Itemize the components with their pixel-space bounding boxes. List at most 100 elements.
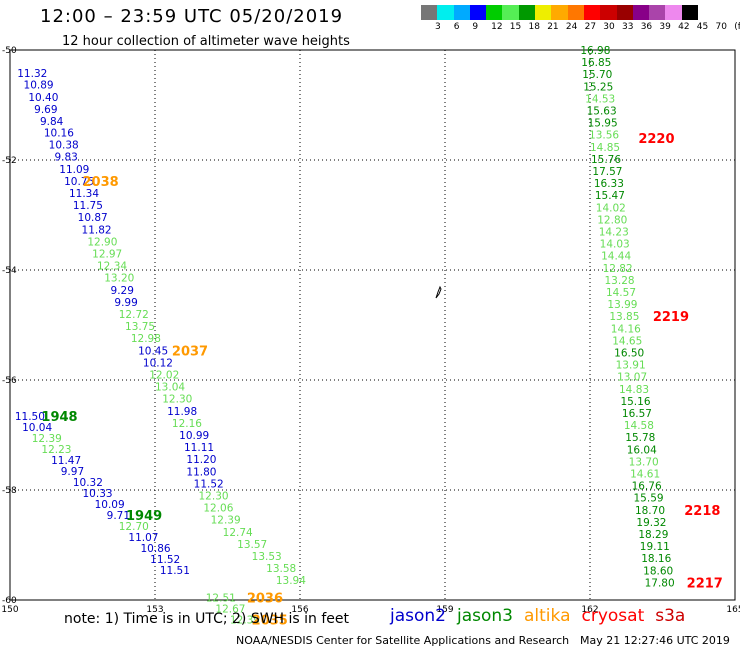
pass-time-marker: 2217	[687, 576, 723, 591]
color-swatch	[583, 5, 601, 20]
color-scale-label: 27	[584, 22, 597, 32]
wave-height-value: 10.45	[138, 345, 168, 357]
color-scale-label: 6	[453, 22, 460, 32]
color-swatch	[486, 5, 503, 20]
wave-height-value: 11.52	[150, 554, 180, 566]
wave-height-value: 10.12	[143, 357, 173, 369]
wave-height-value: 12.39	[230, 614, 260, 626]
color-swatch	[518, 5, 536, 20]
footer-note: note: 1) Time is in UTC; 2) SWH is in fe…	[64, 611, 350, 627]
color-scale-label: 36	[640, 22, 653, 32]
color-scale-label: 21	[547, 22, 559, 32]
wave-height-value: 10.16	[44, 128, 74, 140]
pass-time-marker: 2218	[684, 504, 720, 519]
wave-height-value: 9.29	[111, 285, 134, 297]
wave-height-value: 12.82	[603, 263, 633, 275]
wave-height-value: 14.02	[596, 202, 626, 214]
pass-time-marker: 2038	[83, 175, 119, 190]
wave-height-value: 19.11	[640, 541, 670, 553]
color-swatch	[551, 5, 568, 20]
wave-height-value: 9.71	[107, 510, 130, 522]
wave-height-value: 14.85	[590, 142, 620, 154]
latitude-tick-label: -58	[2, 486, 17, 496]
wave-height-labels: 11.3210.8910.409.699.8410.1610.389.8311.…	[15, 45, 675, 626]
color-scale-label: (ft)	[734, 22, 740, 32]
wave-height-value: 12.90	[87, 236, 117, 248]
wave-height-value: 16.57	[622, 408, 652, 420]
latitude-tick-label: -52	[2, 156, 17, 166]
legend-item-jason3: jason3	[457, 606, 513, 626]
wave-height-value: 10.04	[22, 422, 52, 434]
wave-height-value: 12.72	[119, 309, 149, 321]
color-swatch	[649, 5, 666, 20]
wave-height-value: 12.97	[92, 249, 122, 261]
pass-time-marker: 2037	[172, 344, 208, 359]
wave-height-value: 10.99	[179, 430, 209, 442]
color-scale-label: 70	[715, 22, 727, 32]
color-swatch	[681, 5, 699, 20]
wave-height-value: 10.89	[24, 80, 54, 92]
wave-height-value: 10.32	[73, 477, 103, 489]
wave-height-value: 15.16	[620, 396, 650, 408]
wave-height-value: 14.16	[611, 323, 641, 335]
pass-time-marker: 2035	[252, 613, 288, 628]
pass-time-marker: 1949	[126, 509, 162, 524]
pass-time-marker: 2036	[247, 591, 283, 606]
wave-height-value: 11.52	[194, 478, 224, 490]
wave-height-value: 11.47	[51, 455, 81, 467]
wave-height-value: 13.56	[589, 130, 619, 142]
wave-height-value: 13.75	[125, 321, 155, 333]
wave-height-value: 15.59	[634, 493, 664, 505]
wave-height-value: 16.85	[581, 57, 611, 69]
wave-height-value: 12.74	[223, 527, 253, 539]
wave-height-value: 13.58	[266, 563, 296, 575]
color-scale-label: 24	[565, 22, 578, 32]
legend-item-cryosat: cryosat	[581, 606, 645, 626]
satellite-legend: jason2 jason3 altika cryosat s3a	[390, 606, 696, 626]
wave-height-value: 11.80	[186, 466, 216, 478]
wave-height-value: 13.53	[252, 551, 282, 563]
wave-height-value: 12.30	[199, 491, 229, 503]
wave-height-value: 15.76	[591, 154, 621, 166]
wave-height-value: 14.83	[619, 384, 649, 396]
color-swatch	[469, 5, 487, 20]
wave-height-value: 11.82	[82, 224, 112, 236]
color-scale-label: 42	[678, 22, 690, 32]
wave-height-value: 10.38	[49, 140, 79, 152]
map-grid	[9, 49, 736, 601]
wave-height-value: 10.09	[95, 499, 125, 511]
color-scale-label: 45	[696, 22, 709, 32]
longitude-tick-label: 150	[1, 605, 18, 615]
latitude-tick-label: -60	[2, 596, 17, 606]
wave-height-value: 12.30	[162, 394, 192, 406]
wave-height-value: 11.51	[160, 565, 190, 577]
wave-height-value: 12.06	[203, 503, 233, 515]
wave-height-value: 12.80	[597, 214, 627, 226]
wave-height-value: 13.94	[276, 575, 306, 587]
wave-height-value: 12.02	[149, 370, 179, 382]
wave-height-value: 14.58	[624, 420, 654, 432]
wave-height-value: 12.23	[41, 444, 71, 456]
wave-height-value: 11.07	[128, 532, 158, 544]
wave-height-value: 15.70	[582, 69, 612, 81]
wave-height-value: 14.57	[606, 287, 636, 299]
wave-height-value: 16.04	[627, 444, 657, 456]
wave-height-value: 10.86	[141, 543, 171, 555]
wave-height-value: 15.25	[583, 81, 613, 93]
color-scale-label: 9	[472, 22, 479, 32]
wave-height-value: 11.50	[15, 411, 45, 423]
wave-height-value: 10.75	[64, 176, 94, 188]
color-scale-bar	[421, 5, 699, 20]
longitude-tick-label: 159	[436, 605, 453, 615]
wave-height-value: 12.16	[172, 418, 202, 430]
map-frame	[9, 49, 736, 601]
wave-height-value: 14.23	[599, 227, 629, 239]
wave-height-value: 9.97	[61, 466, 84, 478]
wave-height-value: 11.09	[59, 164, 89, 176]
wave-height-value: 18.70	[635, 505, 665, 517]
wave-height-value: 11.98	[167, 406, 197, 418]
island-outline	[435, 285, 442, 299]
wave-height-value: 12.39	[211, 515, 241, 527]
wave-height-value: 12.51	[206, 592, 236, 604]
